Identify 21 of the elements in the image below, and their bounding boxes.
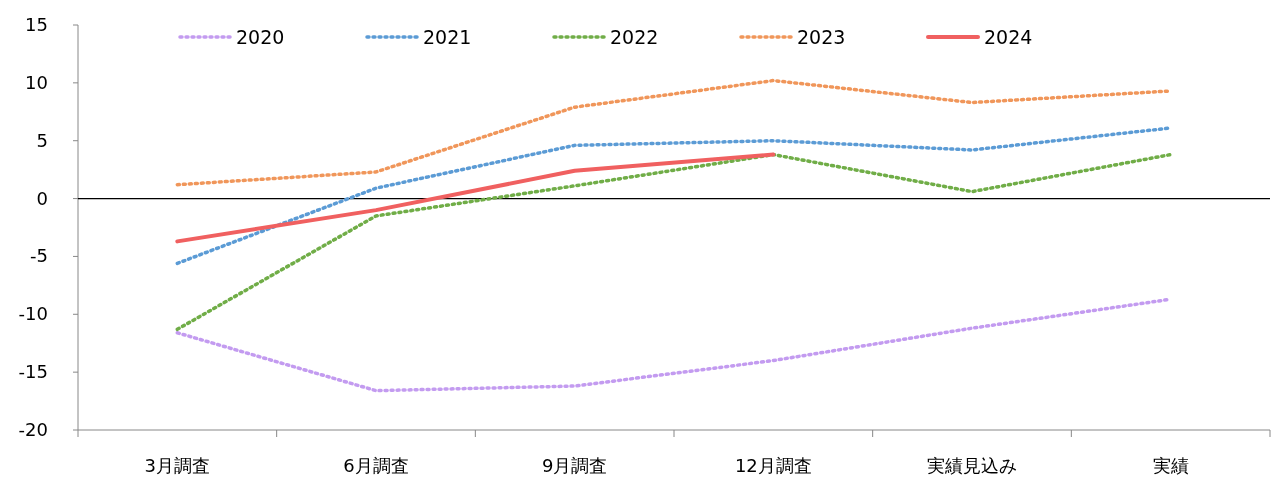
y-tick-label: -20 xyxy=(18,419,48,440)
legend-label: 2024 xyxy=(984,26,1033,48)
y-tick-label: 5 xyxy=(36,129,48,151)
x-tick-label: 実績見込み xyxy=(927,455,1017,476)
legend-label: 2022 xyxy=(610,26,659,48)
y-tick-label: 10 xyxy=(25,71,48,93)
x-tick-label: 12月調査 xyxy=(734,455,812,476)
y-tick-label: 15 xyxy=(25,14,48,35)
x-tick-label: 9月調査 xyxy=(541,455,608,476)
y-tick-label: -5 xyxy=(30,245,48,267)
y-tick-label: -15 xyxy=(18,361,48,383)
line-series xyxy=(175,152,776,244)
x-tick-label: 6月調査 xyxy=(343,455,409,476)
y-tick-label: 0 xyxy=(36,187,48,209)
x-tick-label: 実績 xyxy=(1152,455,1189,476)
x-tick-label: 3月調査 xyxy=(144,455,211,476)
legend-label: 2023 xyxy=(797,26,846,48)
legend-label: 2020 xyxy=(236,26,285,48)
y-tick-label: -10 xyxy=(18,303,48,325)
legend-label: 2021 xyxy=(423,26,472,48)
line-series xyxy=(175,152,1173,332)
